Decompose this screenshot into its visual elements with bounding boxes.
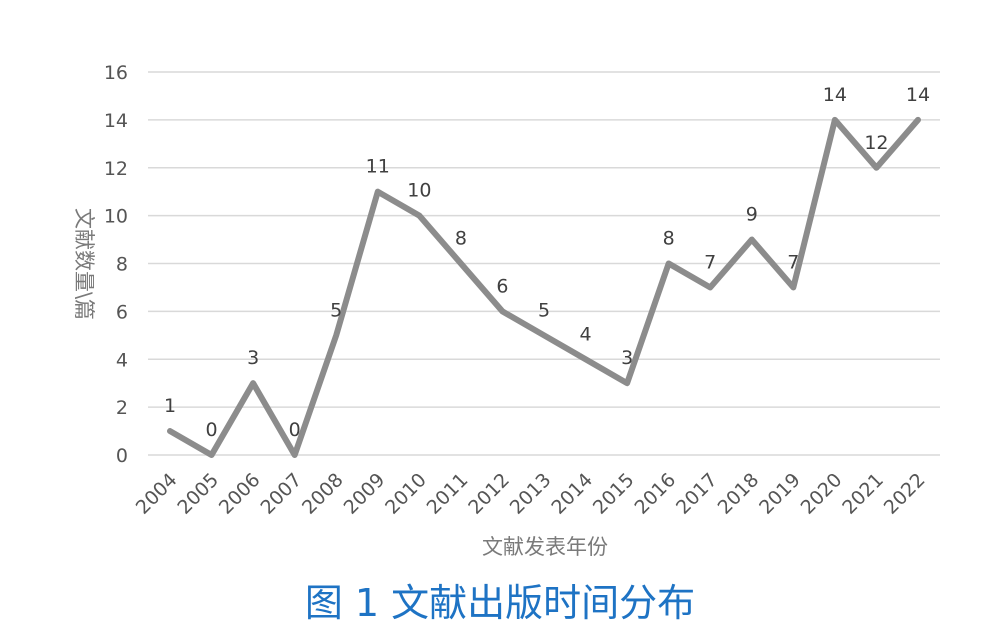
y-tick-label: 6	[116, 301, 128, 323]
x-tick-label: 2013	[506, 469, 556, 519]
y-tick-label: 2	[116, 397, 128, 419]
y-tick-label: 16	[104, 62, 128, 84]
x-tick-label: 2019	[755, 469, 805, 519]
x-tick-labels: 2004200520062007200820092010201120122013…	[132, 469, 930, 519]
x-tick-label: 2022	[880, 469, 930, 519]
y-tick-label: 4	[116, 349, 128, 371]
y-tick-label: 12	[104, 158, 128, 180]
data-label: 4	[580, 323, 592, 345]
data-label: 7	[787, 251, 799, 273]
y-tick-label: 10	[104, 206, 128, 228]
x-axis-title: 文献发表年份	[482, 535, 608, 559]
x-tick-label: 2011	[423, 469, 473, 519]
x-tick-label: 2009	[340, 469, 390, 519]
y-axis-title: 文献数量\篇	[72, 208, 96, 320]
series-line	[167, 116, 921, 458]
data-label: 10	[407, 180, 431, 202]
x-tick-label: 2007	[256, 469, 306, 519]
data-label: 8	[663, 228, 675, 250]
data-label: 11	[366, 156, 390, 178]
figure-caption: 图 1 文献出版时间分布	[304, 581, 696, 625]
x-tick-label: 2021	[838, 469, 888, 519]
data-label: 12	[864, 132, 888, 154]
y-tick-label: 0	[116, 445, 128, 467]
gridlines	[148, 71, 940, 456]
x-tick-label: 2010	[381, 469, 431, 519]
x-tick-label: 2012	[464, 469, 514, 519]
data-label: 9	[746, 204, 758, 226]
data-label: 3	[247, 347, 259, 369]
x-tick-label: 2006	[215, 469, 265, 519]
data-label: 6	[496, 275, 508, 297]
data-label: 3	[621, 347, 633, 369]
x-tick-label: 2015	[589, 469, 639, 519]
data-label: 7	[704, 251, 716, 273]
y-tick-labels: 0 2 4 6 8 10 12 14 16	[104, 62, 128, 467]
data-label: 14	[906, 84, 930, 106]
data-label: 0	[289, 419, 301, 441]
x-tick-label: 2018	[714, 469, 764, 519]
x-tick-label: 2020	[797, 469, 847, 519]
data-label: 0	[206, 419, 218, 441]
x-tick-label: 2014	[547, 469, 597, 519]
y-tick-label: 14	[104, 110, 128, 132]
data-label: 1	[164, 395, 176, 417]
data-label: 5	[330, 299, 342, 321]
data-label: 5	[538, 299, 550, 321]
x-tick-label: 2017	[672, 469, 722, 519]
x-tick-label: 2005	[173, 469, 223, 519]
data-label: 14	[823, 84, 847, 106]
x-tick-label: 2004	[132, 469, 182, 519]
x-tick-label: 2008	[298, 469, 348, 519]
x-tick-label: 2016	[630, 469, 680, 519]
y-tick-label: 8	[116, 254, 128, 276]
data-label: 8	[455, 228, 467, 250]
